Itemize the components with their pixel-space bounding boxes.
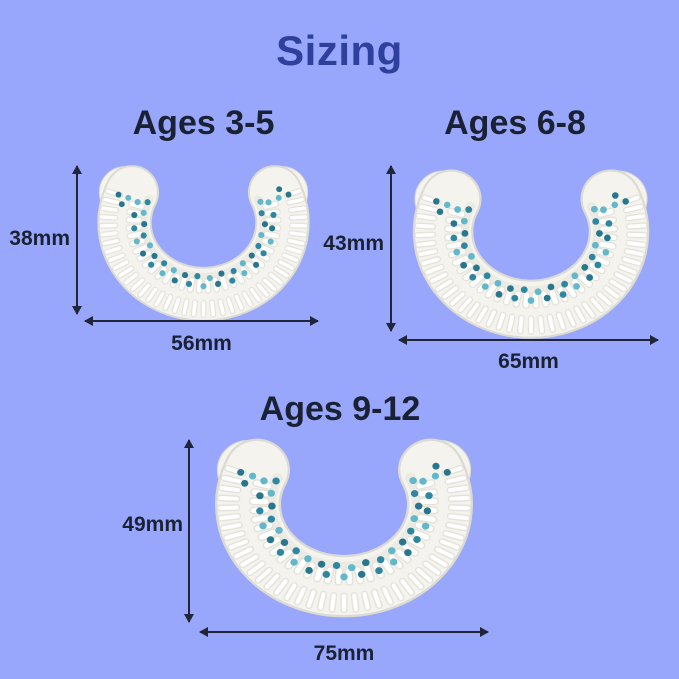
height-arrow-9-12 — [188, 440, 190, 622]
mouthpiece-illustration-9-12 — [214, 438, 474, 618]
width-arrow-3-5 — [85, 320, 318, 322]
mouthpiece-illustration-3-5 — [97, 165, 310, 322]
height-label-6-8: 43mm — [323, 232, 384, 255]
width-arrow-6-8 — [399, 339, 658, 341]
mouthpiece-illustration-6-8 — [412, 169, 650, 339]
age-label-9-12: Ages 9-12 — [259, 390, 421, 428]
age-label-6-8: Ages 6-8 — [444, 104, 586, 142]
height-arrow-6-8 — [390, 166, 392, 331]
width-label-3-5: 56mm — [171, 332, 232, 355]
width-arrow-9-12 — [200, 631, 488, 633]
width-label-9-12: 75mm — [313, 642, 375, 665]
height-arrow-3-5 — [76, 166, 78, 314]
height-label-3-5: 38mm — [9, 227, 70, 250]
height-label-9-12: 49mm — [122, 513, 183, 536]
width-label-6-8: 65mm — [498, 350, 559, 373]
page-title: Sizing — [276, 27, 403, 74]
age-label-3-5: Ages 3-5 — [132, 104, 275, 142]
